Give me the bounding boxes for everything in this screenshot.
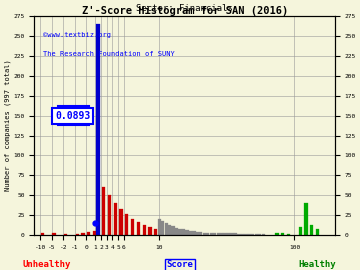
Bar <box>241 234 244 235</box>
Y-axis label: Number of companies (997 total): Number of companies (997 total) <box>4 60 11 191</box>
Bar <box>161 221 164 235</box>
Text: Unhealthy: Unhealthy <box>23 260 71 269</box>
Bar <box>298 227 302 235</box>
Text: ©www.textbiz.org: ©www.textbiz.org <box>44 32 112 38</box>
Bar <box>154 228 157 235</box>
Bar <box>203 232 206 235</box>
Bar <box>171 226 175 235</box>
Bar <box>64 234 67 235</box>
Bar <box>199 232 202 235</box>
Bar <box>76 234 79 235</box>
Bar <box>102 187 105 235</box>
Bar <box>304 203 307 235</box>
Bar <box>189 231 192 235</box>
Bar <box>41 233 44 235</box>
Bar <box>275 233 279 235</box>
Bar <box>165 223 168 235</box>
Bar <box>210 232 213 235</box>
Bar <box>108 195 111 235</box>
Bar <box>206 232 210 235</box>
Bar <box>244 234 248 235</box>
Bar <box>248 234 251 235</box>
Bar <box>114 203 117 235</box>
Bar <box>158 219 161 235</box>
Bar <box>237 234 240 235</box>
Bar <box>93 231 96 235</box>
Bar <box>53 233 56 235</box>
Text: The Research Foundation of SUNY: The Research Foundation of SUNY <box>44 51 175 57</box>
Bar <box>120 210 123 235</box>
Bar <box>287 234 290 235</box>
Bar <box>262 234 265 235</box>
Bar <box>192 231 195 235</box>
Bar <box>148 227 152 235</box>
Bar <box>137 222 140 235</box>
Text: Healthy: Healthy <box>298 260 336 269</box>
Bar <box>131 219 134 235</box>
Bar <box>251 234 255 235</box>
Bar <box>175 228 178 235</box>
Bar <box>125 214 129 235</box>
Bar <box>227 233 230 235</box>
Text: Sector: Financials: Sector: Financials <box>136 4 233 13</box>
Bar <box>224 233 227 235</box>
Bar <box>143 225 146 235</box>
Bar <box>230 233 234 235</box>
Bar <box>310 225 313 235</box>
Title: Z'-Score Histogram for SAN (2016): Z'-Score Histogram for SAN (2016) <box>81 6 288 16</box>
Bar <box>182 229 185 235</box>
Bar <box>255 234 258 235</box>
Bar <box>185 230 189 235</box>
Bar <box>258 234 261 235</box>
Bar <box>220 233 223 235</box>
Bar <box>234 233 237 235</box>
Bar <box>281 233 284 235</box>
Bar <box>168 225 171 235</box>
Bar <box>96 24 100 235</box>
Bar <box>179 228 182 235</box>
Bar <box>216 233 220 235</box>
Bar <box>213 232 216 235</box>
Text: Score: Score <box>167 260 193 269</box>
Bar <box>196 232 199 235</box>
Bar <box>316 229 319 235</box>
Bar <box>81 232 85 235</box>
Text: 0.0893: 0.0893 <box>55 111 90 121</box>
Bar <box>87 232 90 235</box>
